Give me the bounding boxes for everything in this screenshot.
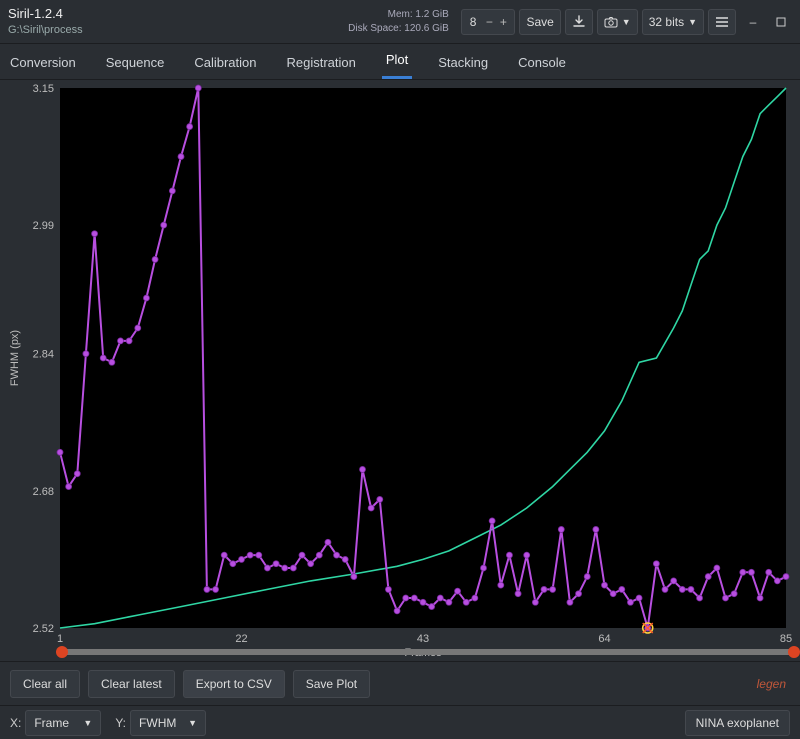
export-csv-button[interactable]: Export to CSV <box>183 670 285 698</box>
clear-latest-button[interactable]: Clear latest <box>88 670 175 698</box>
svg-text:1: 1 <box>57 633 63 645</box>
tabs: Conversion Sequence Calibration Registra… <box>0 44 800 80</box>
x-axis-value: Frame <box>34 716 69 730</box>
app-path: G:\Siril\process <box>8 23 348 37</box>
maximize-icon <box>776 17 786 27</box>
legend-text-cut: legen <box>757 677 790 691</box>
tab-sequence[interactable]: Sequence <box>102 47 169 79</box>
camera-icon <box>604 16 618 28</box>
plot-svg[interactable]: 2.522.682.842.993.15122436485FramesFWHM … <box>0 80 800 661</box>
save-plot-button[interactable]: Save Plot <box>293 670 370 698</box>
svg-text:2.84: 2.84 <box>33 349 54 361</box>
svg-text:3.15: 3.15 <box>33 83 54 95</box>
svg-text:85: 85 <box>780 633 792 645</box>
x-axis-select[interactable]: Frame ▼ <box>25 710 101 736</box>
range-slider[interactable] <box>60 645 796 657</box>
snapshot-button[interactable]: ▼ <box>597 9 638 35</box>
spin-control[interactable]: 8 − + <box>461 9 516 35</box>
hamburger-icon <box>715 16 729 28</box>
bits-select[interactable]: 32 bits ▼ <box>642 9 704 35</box>
tab-calibration[interactable]: Calibration <box>190 47 260 79</box>
window-maximize[interactable] <box>770 11 792 33</box>
disk-status: Disk Space: 120.6 GiB <box>348 22 449 36</box>
window-minimize[interactable]: – <box>742 11 764 33</box>
svg-text:2.99: 2.99 <box>33 220 54 232</box>
chevron-down-icon: ▼ <box>83 718 92 728</box>
tab-console[interactable]: Console <box>514 47 570 79</box>
app-title: Siril-1.2.4 <box>8 6 348 23</box>
bottom-toolbar: Clear all Clear latest Export to CSV Sav… <box>0 661 800 705</box>
nina-exoplanet-button[interactable]: NINA exoplanet <box>685 710 790 736</box>
plot-area: 2.522.682.842.993.15122436485FramesFWHM … <box>0 80 800 661</box>
tab-stacking[interactable]: Stacking <box>434 47 492 79</box>
svg-text:43: 43 <box>417 633 429 645</box>
chevron-down-icon: ▼ <box>622 17 631 27</box>
mem-status: Mem: 1.2 GiB <box>348 8 449 22</box>
bits-label: 32 bits <box>649 15 684 29</box>
save-button[interactable]: Save <box>519 9 560 35</box>
spin-value: 8 <box>470 15 477 29</box>
titlebar: Siril-1.2.4 G:\Siril\process Mem: 1.2 Gi… <box>0 0 800 44</box>
svg-text:64: 64 <box>598 633 610 645</box>
tab-conversion[interactable]: Conversion <box>6 47 80 79</box>
spin-plus-icon[interactable]: + <box>496 15 510 29</box>
tab-registration[interactable]: Registration <box>282 47 359 79</box>
y-axis-select[interactable]: FWHM ▼ <box>130 710 206 736</box>
y-axis-value: FWHM <box>139 716 176 730</box>
spin-minus-icon[interactable]: − <box>482 15 496 29</box>
axis-selector-row: X: Frame ▼ Y: FWHM ▼ NINA exoplanet <box>0 705 800 739</box>
status-block: Mem: 1.2 GiB Disk Space: 120.6 GiB <box>348 8 449 36</box>
svg-text:2.52: 2.52 <box>33 623 54 635</box>
clear-all-button[interactable]: Clear all <box>10 670 80 698</box>
tab-plot[interactable]: Plot <box>382 44 412 79</box>
slider-thumb-right[interactable] <box>788 646 800 658</box>
svg-text:FWHM (px): FWHM (px) <box>9 330 21 386</box>
hamburger-button[interactable] <box>708 9 736 35</box>
chevron-down-icon: ▼ <box>688 17 697 27</box>
x-axis-label: X: <box>10 716 21 730</box>
download-button[interactable] <box>565 9 593 35</box>
download-icon <box>572 15 586 29</box>
slider-track <box>60 649 796 655</box>
y-axis-label: Y: <box>115 716 126 730</box>
slider-thumb-left[interactable] <box>56 646 68 658</box>
title-left: Siril-1.2.4 G:\Siril\process <box>8 6 348 37</box>
chevron-down-icon: ▼ <box>188 718 197 728</box>
svg-text:22: 22 <box>235 633 247 645</box>
svg-text:2.68: 2.68 <box>33 486 54 498</box>
